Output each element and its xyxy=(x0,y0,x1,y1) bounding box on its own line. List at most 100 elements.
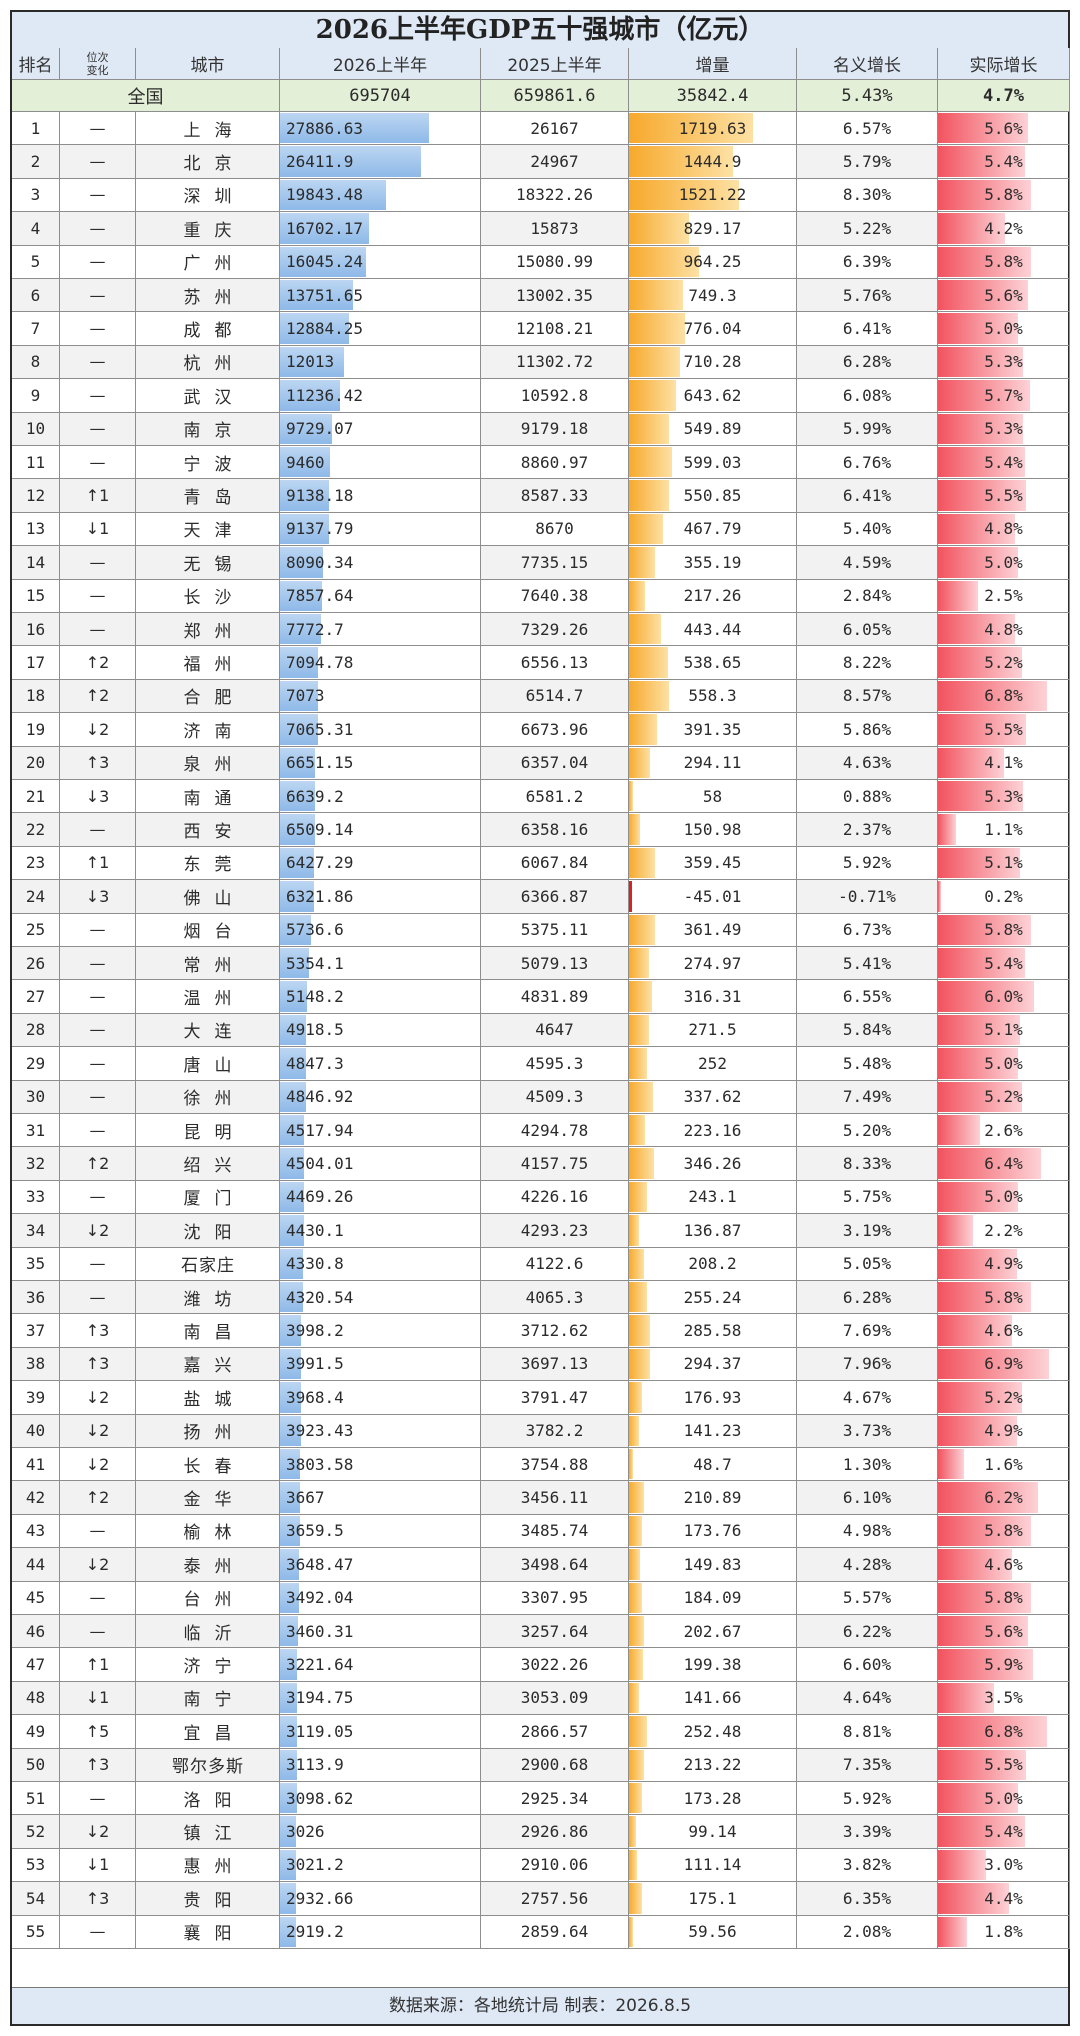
increase-bar xyxy=(629,346,681,378)
gdp2026-cell: 3659.5 xyxy=(280,1514,481,1549)
gdp2025-cell: 5079.13 xyxy=(481,947,629,981)
increase-bar xyxy=(629,313,686,344)
city-cell: 济宁 xyxy=(136,1648,280,1682)
increase-cell: 964.25 xyxy=(629,245,797,279)
city-text: 昆明 xyxy=(183,1122,246,1143)
increase-cell: 173.28 xyxy=(629,1782,797,1816)
gdp2026-value: 4918.5 xyxy=(286,1020,344,1040)
nominal-cell: 4.28% xyxy=(797,1548,938,1582)
gdp2026-bar xyxy=(280,1248,304,1279)
nominal-text: 5.75% xyxy=(842,1187,892,1207)
city-cell: 青岛 xyxy=(136,479,280,513)
gdp2025-text: 4831.89 xyxy=(520,987,589,1007)
increase-bar xyxy=(629,1115,646,1146)
gdp2026-value: 12013 xyxy=(286,352,335,372)
rank-cell: 4 xyxy=(12,212,60,246)
real-growth-bar xyxy=(938,113,1028,144)
change-cell: ↑1 xyxy=(60,479,136,513)
city-cell: 石家庄 xyxy=(136,1247,280,1281)
table-row: 48 ↓1 南宁 3194.75 3053.09 141.66 4.64% 3.5% xyxy=(12,1681,1070,1716)
gdp2025-cell: 6358.16 xyxy=(481,813,629,847)
nominal-text: 6.76% xyxy=(842,452,892,472)
rank-text: 25 xyxy=(25,920,46,940)
real-value: 5.4% xyxy=(984,953,1023,973)
gdp2026-bar xyxy=(280,747,316,778)
rank-cell: 39 xyxy=(12,1381,60,1415)
change-text: ↓3 xyxy=(85,886,110,906)
city-text: 泰州 xyxy=(183,1556,246,1577)
gdp2026-bar xyxy=(280,513,329,545)
real-cell: 5.0% xyxy=(938,1180,1070,1215)
real-cell: 5.0% xyxy=(938,546,1070,580)
gdp2025-text: 10592.8 xyxy=(520,385,589,405)
real-cell: 5.8% xyxy=(938,1581,1070,1615)
city-text: 郑州 xyxy=(183,621,246,642)
increase-value: 210.89 xyxy=(683,1488,742,1508)
increase-bar xyxy=(629,1582,643,1613)
increase-bar xyxy=(629,113,754,144)
change-cell: — xyxy=(60,112,136,146)
increase-value: 243.1 xyxy=(688,1187,737,1207)
rank-text: 28 xyxy=(25,1020,46,1040)
increase-bar xyxy=(629,1148,655,1179)
gdp2025-text: 4065.3 xyxy=(525,1287,584,1307)
change-text: ↑2 xyxy=(85,1488,110,1508)
gdp2025-text: 3712.62 xyxy=(520,1321,589,1341)
rank-text: 46 xyxy=(25,1621,46,1641)
real-cell: 5.5% xyxy=(938,479,1070,513)
real-value: 6.8% xyxy=(984,1721,1023,1741)
city-text: 泉州 xyxy=(183,755,246,776)
table-row: 27 — 温州 5148.2 4831.89 316.31 6.55% 6.0% xyxy=(12,980,1070,1014)
city-cell: 贵阳 xyxy=(136,1882,280,1916)
nominal-text: 4.59% xyxy=(842,552,892,572)
rank-cell: 35 xyxy=(12,1247,60,1281)
city-text: 贵阳 xyxy=(183,1890,246,1911)
change-cell: — xyxy=(60,1782,136,1816)
gdp2025-cell: 7735.15 xyxy=(481,546,629,580)
rank-text: 43 xyxy=(25,1521,46,1541)
change-text: — xyxy=(89,452,106,472)
change-cell: — xyxy=(60,1615,136,1649)
city-cell: 长沙 xyxy=(136,579,280,613)
change-cell: — xyxy=(60,312,136,346)
real-cell: 1.1% xyxy=(938,813,1070,847)
real-cell: 6.2% xyxy=(938,1481,1070,1515)
real-growth-bar xyxy=(938,747,1004,778)
gdp2026-cell: 4918.5 xyxy=(280,1013,481,1048)
change-cell: ↑2 xyxy=(60,1147,136,1181)
real-growth-bar xyxy=(938,1415,1017,1446)
increase-cell: 202.67 xyxy=(629,1615,797,1649)
increase-cell: 359.45 xyxy=(629,846,797,881)
real-cell: 5.5% xyxy=(938,713,1070,747)
nominal-text: 1.30% xyxy=(842,1454,892,1474)
real-growth-bar xyxy=(938,480,1027,511)
real-value: 4.6% xyxy=(984,1321,1023,1341)
national-gdp2026: 695704 xyxy=(280,80,481,112)
city-text: 济南 xyxy=(183,721,246,742)
change-cell: ↓1 xyxy=(60,1848,136,1883)
change-text: ↑2 xyxy=(85,653,110,673)
real-value: 5.2% xyxy=(984,1387,1023,1407)
gdp2025-cell: 6366.87 xyxy=(481,880,629,914)
gdp2026-bar xyxy=(280,1148,305,1179)
table-row: 42 ↑2 金华 3667 3456.11 210.89 6.10% 6.2% xyxy=(12,1481,1070,1515)
real-cell: 5.8% xyxy=(938,913,1070,947)
real-value: 4.6% xyxy=(984,1554,1023,1574)
rank-cell: 54 xyxy=(12,1882,60,1916)
change-cell: ↓2 xyxy=(60,1214,136,1248)
nominal-cell: 5.22% xyxy=(797,212,938,246)
increase-value: 202.67 xyxy=(683,1621,742,1641)
increase-cell: 271.5 xyxy=(629,1013,797,1048)
rank-cell: 48 xyxy=(12,1681,60,1716)
nominal-text: 6.35% xyxy=(842,1888,892,1908)
gdp2026-cell: 9729.07 xyxy=(280,412,481,446)
gdp2025-cell: 2925.34 xyxy=(481,1782,629,1816)
gdp2026-bar xyxy=(280,246,366,277)
gdp2025-text: 4122.6 xyxy=(525,1254,584,1274)
gdp2026-cell: 12884.25 xyxy=(280,312,481,346)
gdp2025-text: 2910.06 xyxy=(520,1855,589,1875)
gdp2025-cell: 6581.2 xyxy=(481,780,629,814)
gdp2025-text: 26167 xyxy=(530,118,579,138)
increase-bar xyxy=(629,680,670,712)
gdp2026-bar xyxy=(280,1616,299,1647)
